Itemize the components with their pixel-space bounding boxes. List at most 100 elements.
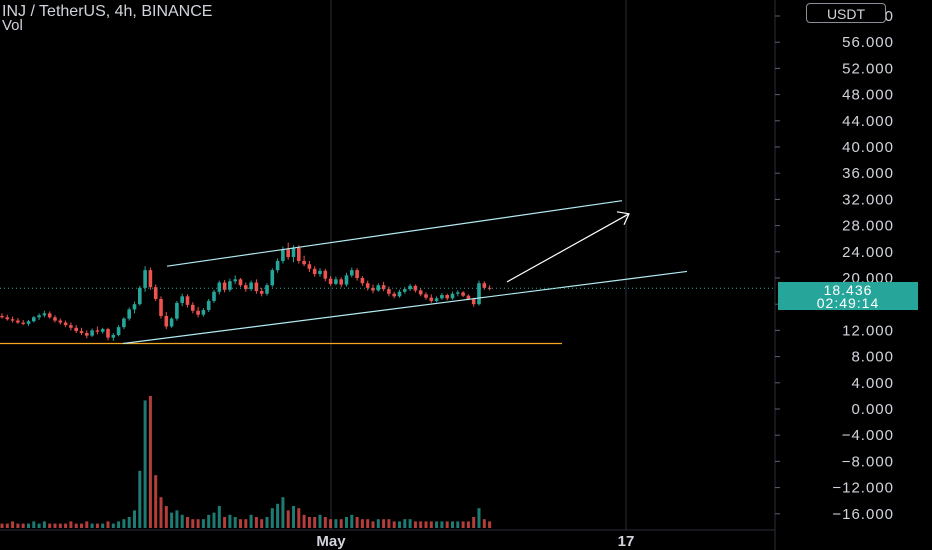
candle-body: [456, 292, 460, 294]
candle-body: [450, 293, 455, 299]
candle-body: [106, 329, 110, 338]
candle-body: [111, 334, 116, 338]
candle-body: [408, 285, 412, 290]
price-axis-label: 52.000: [842, 60, 894, 77]
candle-body: [265, 285, 269, 294]
candle-body: [69, 325, 73, 328]
volume-bar: [164, 506, 168, 528]
volume-bar: [350, 514, 354, 528]
candle-body: [127, 309, 131, 319]
candle-body: [286, 249, 290, 258]
volume-bar: [64, 523, 68, 528]
volume-bar: [27, 523, 30, 528]
candle-body: [424, 294, 428, 298]
candle-body: [238, 279, 243, 286]
candle-body: [159, 298, 163, 316]
candle-body: [387, 289, 391, 294]
candle-body: [445, 295, 449, 299]
volume-bar: [281, 497, 285, 528]
volume-bar: [37, 523, 41, 528]
volume-bar: [451, 521, 454, 528]
volume-bar: [424, 521, 428, 528]
volume-bar: [0, 523, 4, 528]
volume-bar: [276, 503, 280, 528]
volume-bar: [58, 523, 62, 528]
time-axis: May 17: [316, 533, 634, 550]
volume-bar: [53, 523, 57, 528]
volume-bar: [233, 517, 237, 528]
volume-bar: [69, 521, 73, 528]
volume-label: Vol: [2, 17, 23, 34]
candle-body: [63, 322, 68, 326]
price-axis: 60.00056.00052.00048.00044.00040.00036.0…: [775, 8, 894, 523]
volume-bar: [482, 519, 486, 528]
volume-bar: [292, 506, 295, 528]
volume-bar: [106, 521, 110, 528]
volume-bar: [435, 521, 439, 528]
candle-body: [74, 327, 78, 332]
candle-body: [228, 281, 232, 290]
candle-body: [275, 260, 280, 271]
candle-body: [434, 298, 439, 301]
volume-bar: [360, 519, 364, 528]
candle-body: [58, 320, 63, 323]
volume-bar: [461, 521, 465, 528]
candle-body: [312, 268, 317, 275]
candle-body: [79, 331, 84, 334]
volume-bar: [313, 517, 317, 528]
price-axis-label: 4.000: [851, 375, 894, 392]
candle-body: [5, 317, 10, 320]
candle-body: [90, 330, 94, 336]
candle-body: [169, 318, 174, 327]
candle-body: [307, 264, 312, 269]
volume-bar: [270, 508, 274, 528]
candle-body: [95, 330, 100, 332]
volume-bar: [239, 519, 242, 528]
candle-body: [42, 313, 47, 316]
candle-body: [191, 304, 195, 311]
candle-body: [323, 270, 328, 279]
candle-body: [440, 295, 444, 299]
candle-body: [0, 315, 4, 318]
candle-body: [403, 289, 407, 292]
channel-lower-line: [122, 270, 688, 345]
candle-body: [339, 279, 343, 285]
candle-body: [10, 319, 15, 321]
candle-body: [16, 320, 20, 323]
channel-upper-line: [166, 200, 623, 267]
volume-bar: [175, 510, 179, 528]
candle-body: [175, 302, 179, 319]
candle-body: [37, 315, 41, 318]
volume-bar: [127, 517, 131, 528]
candle-body: [164, 315, 169, 327]
candle-body: [122, 318, 126, 328]
chart-grid: [0, 0, 776, 550]
candle-body: [328, 278, 333, 284]
volume-bar: [90, 523, 94, 528]
volume-bar: [212, 512, 216, 528]
volume-bar: [329, 519, 333, 528]
bar-countdown: 02:49:14: [816, 295, 880, 311]
candle-body: [116, 327, 121, 335]
price-axis-label: 28.000: [842, 218, 894, 235]
candle-body: [487, 287, 492, 289]
last-price-tag: 18.436 02:49:14: [778, 282, 918, 310]
volume-bar: [228, 514, 232, 528]
candle-body: [254, 282, 259, 292]
volume-bar: [186, 517, 189, 528]
candle-body: [233, 279, 237, 282]
candle-body: [244, 285, 248, 290]
volume-bar: [249, 514, 253, 528]
volume-bar: [154, 475, 158, 528]
candle-body: [281, 249, 285, 261]
volume-bar: [143, 400, 147, 528]
volume-bar: [488, 521, 492, 528]
price-axis-label: 24.000: [842, 244, 894, 261]
volume-bar: [74, 523, 78, 528]
candle-body: [143, 270, 147, 288]
price-axis-label: −12.000: [832, 480, 894, 497]
volume-bar: [170, 512, 174, 528]
currency-badge[interactable]: USDT: [806, 3, 886, 23]
projection-arrow-head: [616, 211, 630, 226]
